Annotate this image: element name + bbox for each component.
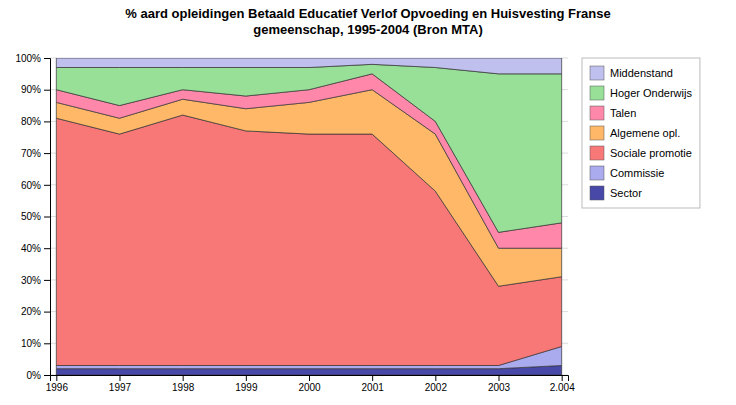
tick: 2000: [298, 375, 321, 393]
tick: 80%: [21, 116, 50, 127]
legend-label: Sociale promotie: [610, 147, 692, 159]
legend-label: Sector: [610, 187, 642, 199]
tick-label: 2.004: [550, 382, 575, 393]
plot: 1996 1997 1998 1999 2000 2001 2002 2003 2.004 0% 1…: [15, 53, 575, 393]
tick-label: 1996: [46, 382, 69, 393]
areas: [56, 58, 561, 375]
tick: 50%: [21, 211, 50, 222]
legend-swatch: [590, 186, 604, 200]
legend: Middenstand Hoger Onderwijs Talen Algemene …: [582, 58, 700, 208]
tick: 1998: [172, 375, 195, 393]
title-line: % aard opleidingen Betaald Educatief Ver…: [125, 6, 610, 21]
axis-line: [44, 59, 51, 376]
legend-item: Sociale promotie: [590, 146, 692, 160]
legend-item: Sector: [590, 186, 642, 200]
tick-label: 90%: [21, 84, 41, 95]
tick-mark: [44, 343, 50, 344]
tick-label: 30%: [21, 275, 41, 286]
tick-label: 80%: [21, 116, 41, 127]
tick-mark: [499, 375, 500, 381]
tick-label: 1998: [172, 382, 195, 393]
legend-box: [582, 58, 700, 208]
legend-item: Hoger Onderwijs: [590, 86, 692, 100]
tick-label: 2003: [488, 382, 511, 393]
tick: 1996: [46, 375, 69, 393]
tick-mark: [372, 375, 373, 381]
tick: 2002: [425, 375, 448, 393]
tick: 2.004: [550, 375, 575, 393]
tick-label: 70%: [21, 148, 41, 159]
tick-label: 0%: [27, 370, 42, 381]
tick-mark: [246, 375, 247, 381]
tick: 2003: [488, 375, 511, 393]
tick-label: 50%: [21, 211, 41, 222]
tick-mark: [44, 185, 50, 186]
x-axis: 1996 1997 1998 1999 2000 2001 2002 2003 2.004: [46, 375, 575, 393]
tick: 90%: [21, 84, 50, 95]
legend-label: Commissie: [610, 167, 664, 179]
chart: % aard opleidingen Betaald Educatief Ver…: [0, 0, 736, 405]
tick: 40%: [21, 243, 50, 254]
legend-swatch: [590, 86, 604, 100]
axis-line: [51, 376, 569, 382]
tick: 70%: [21, 148, 50, 159]
tick-mark: [44, 248, 50, 249]
legend-item: Commissie: [590, 166, 664, 180]
legend-item: Talen: [590, 106, 636, 120]
tick: 20%: [21, 306, 50, 317]
tick-mark: [44, 153, 50, 154]
tick-mark: [183, 375, 184, 381]
title-line: gemeenschap, 1995-2004 (Bron MTA): [253, 22, 483, 37]
tick-label: 2002: [425, 382, 448, 393]
legend-swatch: [590, 146, 604, 160]
tick: 2001: [362, 375, 385, 393]
tick: 1999: [235, 375, 258, 393]
tick-mark: [44, 217, 50, 218]
title: % aard opleidingen Betaald Educatief Ver…: [125, 6, 610, 37]
tick: 10%: [21, 338, 50, 349]
tick: 100%: [15, 53, 50, 64]
tick-label: 10%: [21, 338, 41, 349]
legend-label: Hoger Onderwijs: [610, 87, 692, 99]
tick-mark: [435, 375, 436, 381]
tick-label: 40%: [21, 243, 41, 254]
tick: 0%: [27, 370, 50, 381]
legend-item: Algemene opl.: [590, 126, 680, 140]
legend-label: Middenstand: [610, 67, 673, 79]
legend-swatch: [590, 166, 604, 180]
tick: 1997: [109, 375, 132, 393]
y-axis: 0% 10% 20% 30% 40% 50% 60% 70% 80% 90% 100%: [15, 53, 50, 381]
area: [56, 64, 561, 232]
tick-mark: [44, 375, 50, 376]
tick-label: 2001: [362, 382, 385, 393]
tick-mark: [44, 280, 50, 281]
tick-mark: [562, 375, 563, 381]
legend-swatch: [590, 66, 604, 80]
legend-label: Algemene opl.: [610, 127, 680, 139]
tick: 30%: [21, 275, 50, 286]
tick-label: 1997: [109, 382, 132, 393]
legend-swatch: [590, 126, 604, 140]
area: [56, 58, 561, 74]
tick-mark: [44, 90, 50, 91]
tick-mark: [56, 375, 57, 381]
tick-mark: [119, 375, 120, 381]
tick-mark: [44, 121, 50, 122]
tick-label: 1999: [235, 382, 258, 393]
tick-label: 100%: [15, 53, 41, 64]
tick-mark: [44, 58, 50, 59]
tick-mark: [44, 312, 50, 313]
tick: 60%: [21, 180, 50, 191]
grid: [50, 58, 568, 375]
tick-label: 20%: [21, 306, 41, 317]
legend-item: Middenstand: [590, 66, 673, 80]
tick-label: 2000: [298, 382, 321, 393]
legend-label: Talen: [610, 107, 636, 119]
tick-label: 60%: [21, 180, 41, 191]
legend-swatch: [590, 106, 604, 120]
tick-mark: [309, 375, 310, 381]
